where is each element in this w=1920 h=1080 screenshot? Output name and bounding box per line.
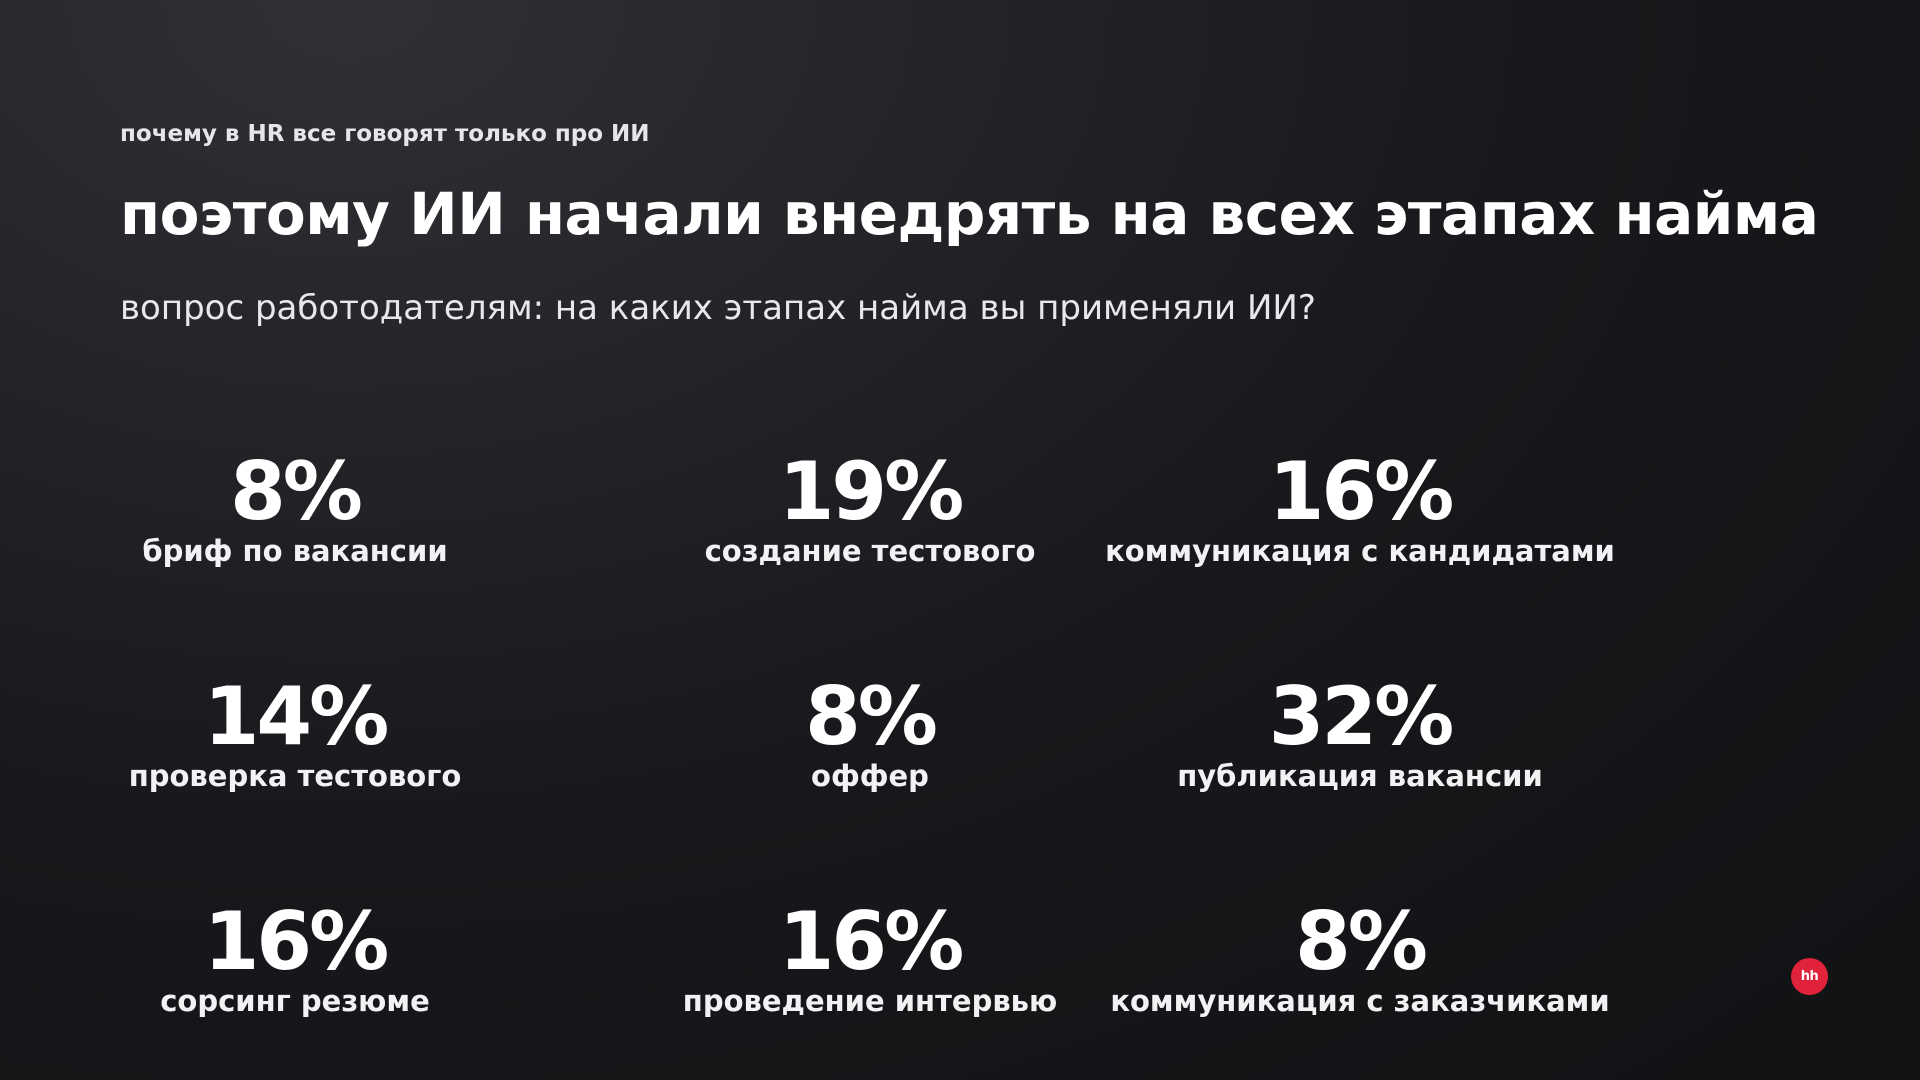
stat-value: 16% [203, 895, 389, 988]
stat-value: 16% [1268, 445, 1454, 538]
stat-offer: 8% оффер [590, 670, 1150, 794]
stat-label: проведение интервью [682, 984, 1058, 1018]
stat-interviews: 16% проведение интервью [590, 895, 1150, 1019]
stat-value: 8% [805, 670, 938, 763]
stat-resume-sourcing: 16% сорсинг резюме [15, 895, 575, 1019]
stat-label: публикация вакансии [1177, 759, 1543, 793]
stat-value: 19% [778, 445, 964, 538]
stat-value: 8% [230, 445, 363, 538]
stat-brief: 8% бриф по вакансии [15, 445, 575, 569]
stat-value: 16% [778, 895, 964, 988]
slide-subtitle: вопрос работодателям: на каких этапах на… [120, 288, 1316, 328]
hh-logo: hh [1791, 958, 1828, 995]
stat-value: 8% [1295, 895, 1428, 988]
stat-label: проверка тестового [128, 759, 462, 793]
slide-title: поэтому ИИ начали внедрять на всех этапа… [120, 180, 1819, 248]
stat-label: создание тестового [704, 534, 1036, 568]
stat-value: 32% [1268, 670, 1454, 763]
stat-vacancy-publication: 32% публикация вакансии [1080, 670, 1640, 794]
stat-test-creation: 19% создание тестового [590, 445, 1150, 569]
stat-value: 14% [203, 670, 389, 763]
stat-label: оффер [811, 759, 929, 793]
section-kicker: почему в HR все говорят только про ИИ [120, 121, 650, 147]
stat-label: коммуникация с заказчиками [1110, 984, 1610, 1018]
stat-candidate-communication: 16% коммуникация с кандидатами [1080, 445, 1640, 569]
stat-test-review: 14% проверка тестового [15, 670, 575, 794]
stat-label: бриф по вакансии [142, 534, 448, 568]
stat-label: сорсинг резюме [160, 984, 430, 1018]
stat-label: коммуникация с кандидатами [1105, 534, 1615, 568]
stat-client-communication: 8% коммуникация с заказчиками [1080, 895, 1640, 1019]
